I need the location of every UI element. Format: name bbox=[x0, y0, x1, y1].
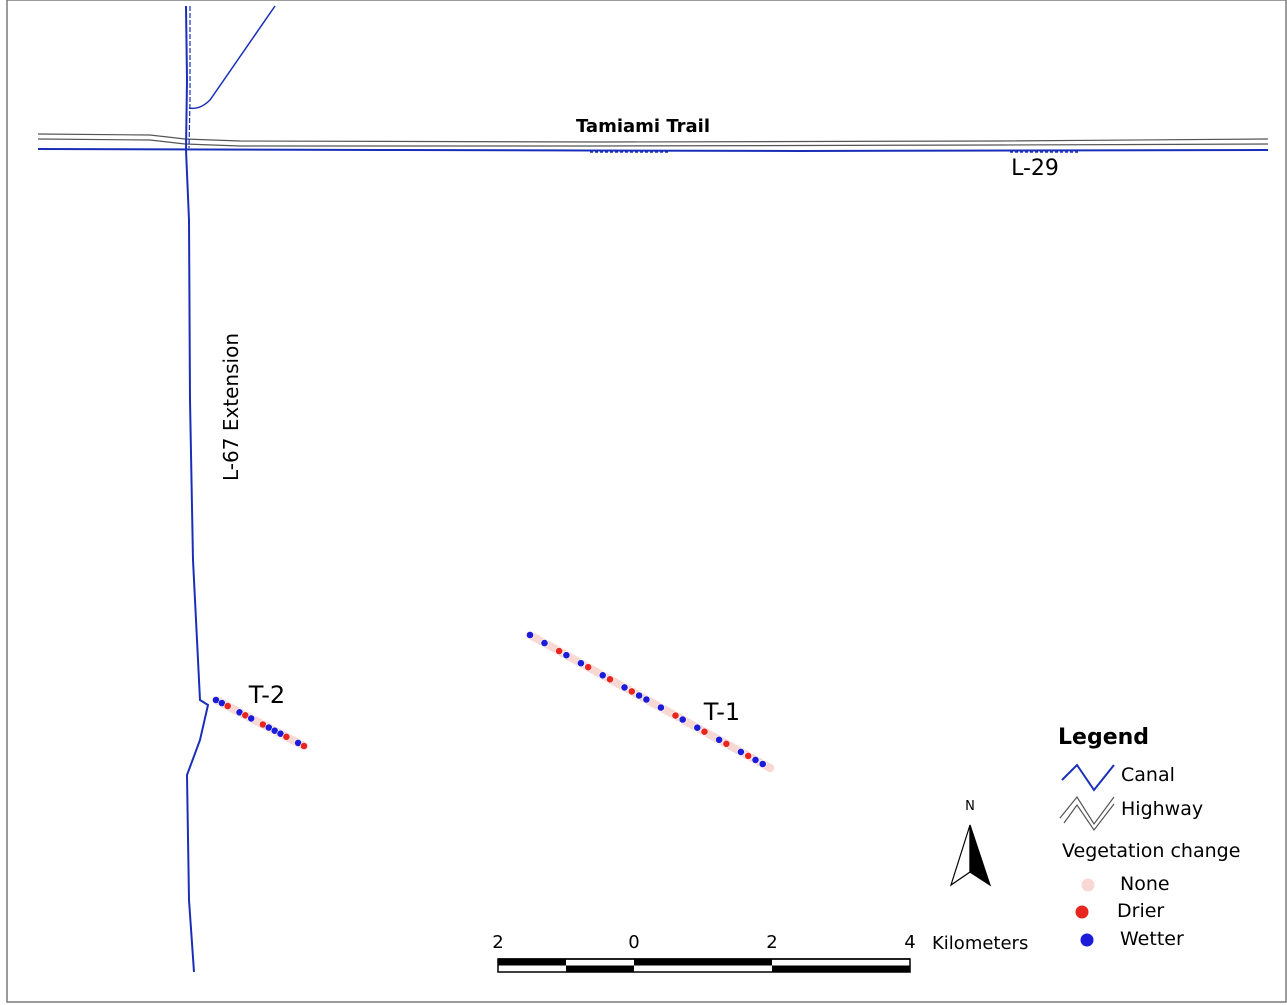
scale-segment bbox=[498, 959, 566, 966]
vegetation-wetter-point bbox=[678, 715, 687, 724]
scale-segment bbox=[566, 965, 634, 972]
vegetation-wetter-point bbox=[642, 695, 651, 704]
vegetation-wetter-point bbox=[526, 631, 534, 639]
scale-segment bbox=[772, 965, 910, 972]
legend-vegetation-title: Vegetation change bbox=[1062, 840, 1240, 862]
scale-tick-label: 2 bbox=[492, 932, 503, 953]
vegetation-wetter-point bbox=[751, 756, 760, 764]
legend-item-drier: Drier bbox=[1117, 900, 1164, 922]
vegetation-wetter-swatch bbox=[1080, 933, 1094, 947]
vegetation-wetter-point bbox=[598, 671, 607, 680]
canal-l29 bbox=[37, 148, 1269, 153]
vegetation-wetter-point bbox=[758, 760, 767, 768]
vegetation-wetter-point bbox=[540, 639, 549, 647]
vegetation-drier-point bbox=[606, 675, 614, 684]
canal-l67-label: L-67 Extension bbox=[219, 333, 243, 481]
vegetation-wetter-point bbox=[562, 651, 571, 660]
vegetation-wetter-point bbox=[715, 735, 723, 744]
vegetation-drier-swatch bbox=[1075, 905, 1089, 919]
vegetation-drier-point bbox=[282, 732, 291, 741]
vegetation-drier-point bbox=[744, 752, 753, 760]
transect-t2-points bbox=[211, 695, 309, 751]
scale-segment bbox=[634, 959, 772, 966]
canal-l29-label: L-29 bbox=[1011, 156, 1059, 181]
vegetation-drier-point bbox=[223, 702, 232, 710]
scale-tick-label: 2 bbox=[766, 932, 777, 953]
scale-bar: 2 0 2 4 Kilometers bbox=[492, 932, 1028, 973]
legend-item-canal: Canal bbox=[1121, 764, 1175, 786]
transect-t1-points bbox=[525, 630, 775, 773]
vegetation-drier-point bbox=[700, 727, 709, 736]
legend: Legend Canal Highway Vegetation change N… bbox=[1058, 725, 1240, 950]
scale-unit-label: Kilometers bbox=[932, 933, 1028, 954]
transect-t1-label: T-1 bbox=[703, 698, 740, 726]
legend-title: Legend bbox=[1058, 725, 1149, 750]
vegetation-drier-point bbox=[555, 647, 563, 655]
vegetation-wetter-point bbox=[247, 714, 256, 723]
highway-tamiami-trail bbox=[37, 133, 1269, 147]
scale-tick-label: 0 bbox=[628, 932, 639, 953]
scale-tick-label: 4 bbox=[904, 932, 915, 953]
north-arrow: N bbox=[949, 799, 992, 887]
canal-l67-extension bbox=[184, 5, 276, 973]
vegetation-drier-point bbox=[584, 663, 593, 672]
vegetation-wetter-point bbox=[577, 659, 585, 668]
highway-line-icon bbox=[1059, 795, 1115, 832]
vegetation-wetter-point bbox=[657, 703, 665, 712]
vegetation-wetter-point bbox=[693, 723, 702, 732]
vegetation-drier-point bbox=[671, 711, 680, 720]
vegetation-none-point bbox=[765, 763, 775, 773]
canal-line-icon bbox=[1061, 763, 1115, 792]
map-frame-border bbox=[6, 0, 1287, 1003]
vegetation-drier-point bbox=[300, 742, 308, 750]
vegetation-wetter-point bbox=[635, 691, 643, 700]
vegetation-drier-point bbox=[722, 739, 731, 748]
north-arrow-right-icon bbox=[969, 824, 992, 887]
legend-item-wetter: Wetter bbox=[1120, 928, 1184, 950]
legend-item-none: None bbox=[1120, 873, 1170, 895]
vegetation-drier-point bbox=[627, 687, 636, 696]
legend-item-highway: Highway bbox=[1121, 798, 1203, 820]
transect-t2-label: T-2 bbox=[248, 681, 285, 709]
vegetation-none-swatch bbox=[1081, 878, 1095, 892]
vegetation-wetter-point bbox=[737, 748, 745, 756]
vegetation-wetter-point bbox=[620, 683, 629, 692]
north-arrow-label: N bbox=[965, 799, 975, 814]
highway-label: Tamiami Trail bbox=[576, 116, 710, 137]
